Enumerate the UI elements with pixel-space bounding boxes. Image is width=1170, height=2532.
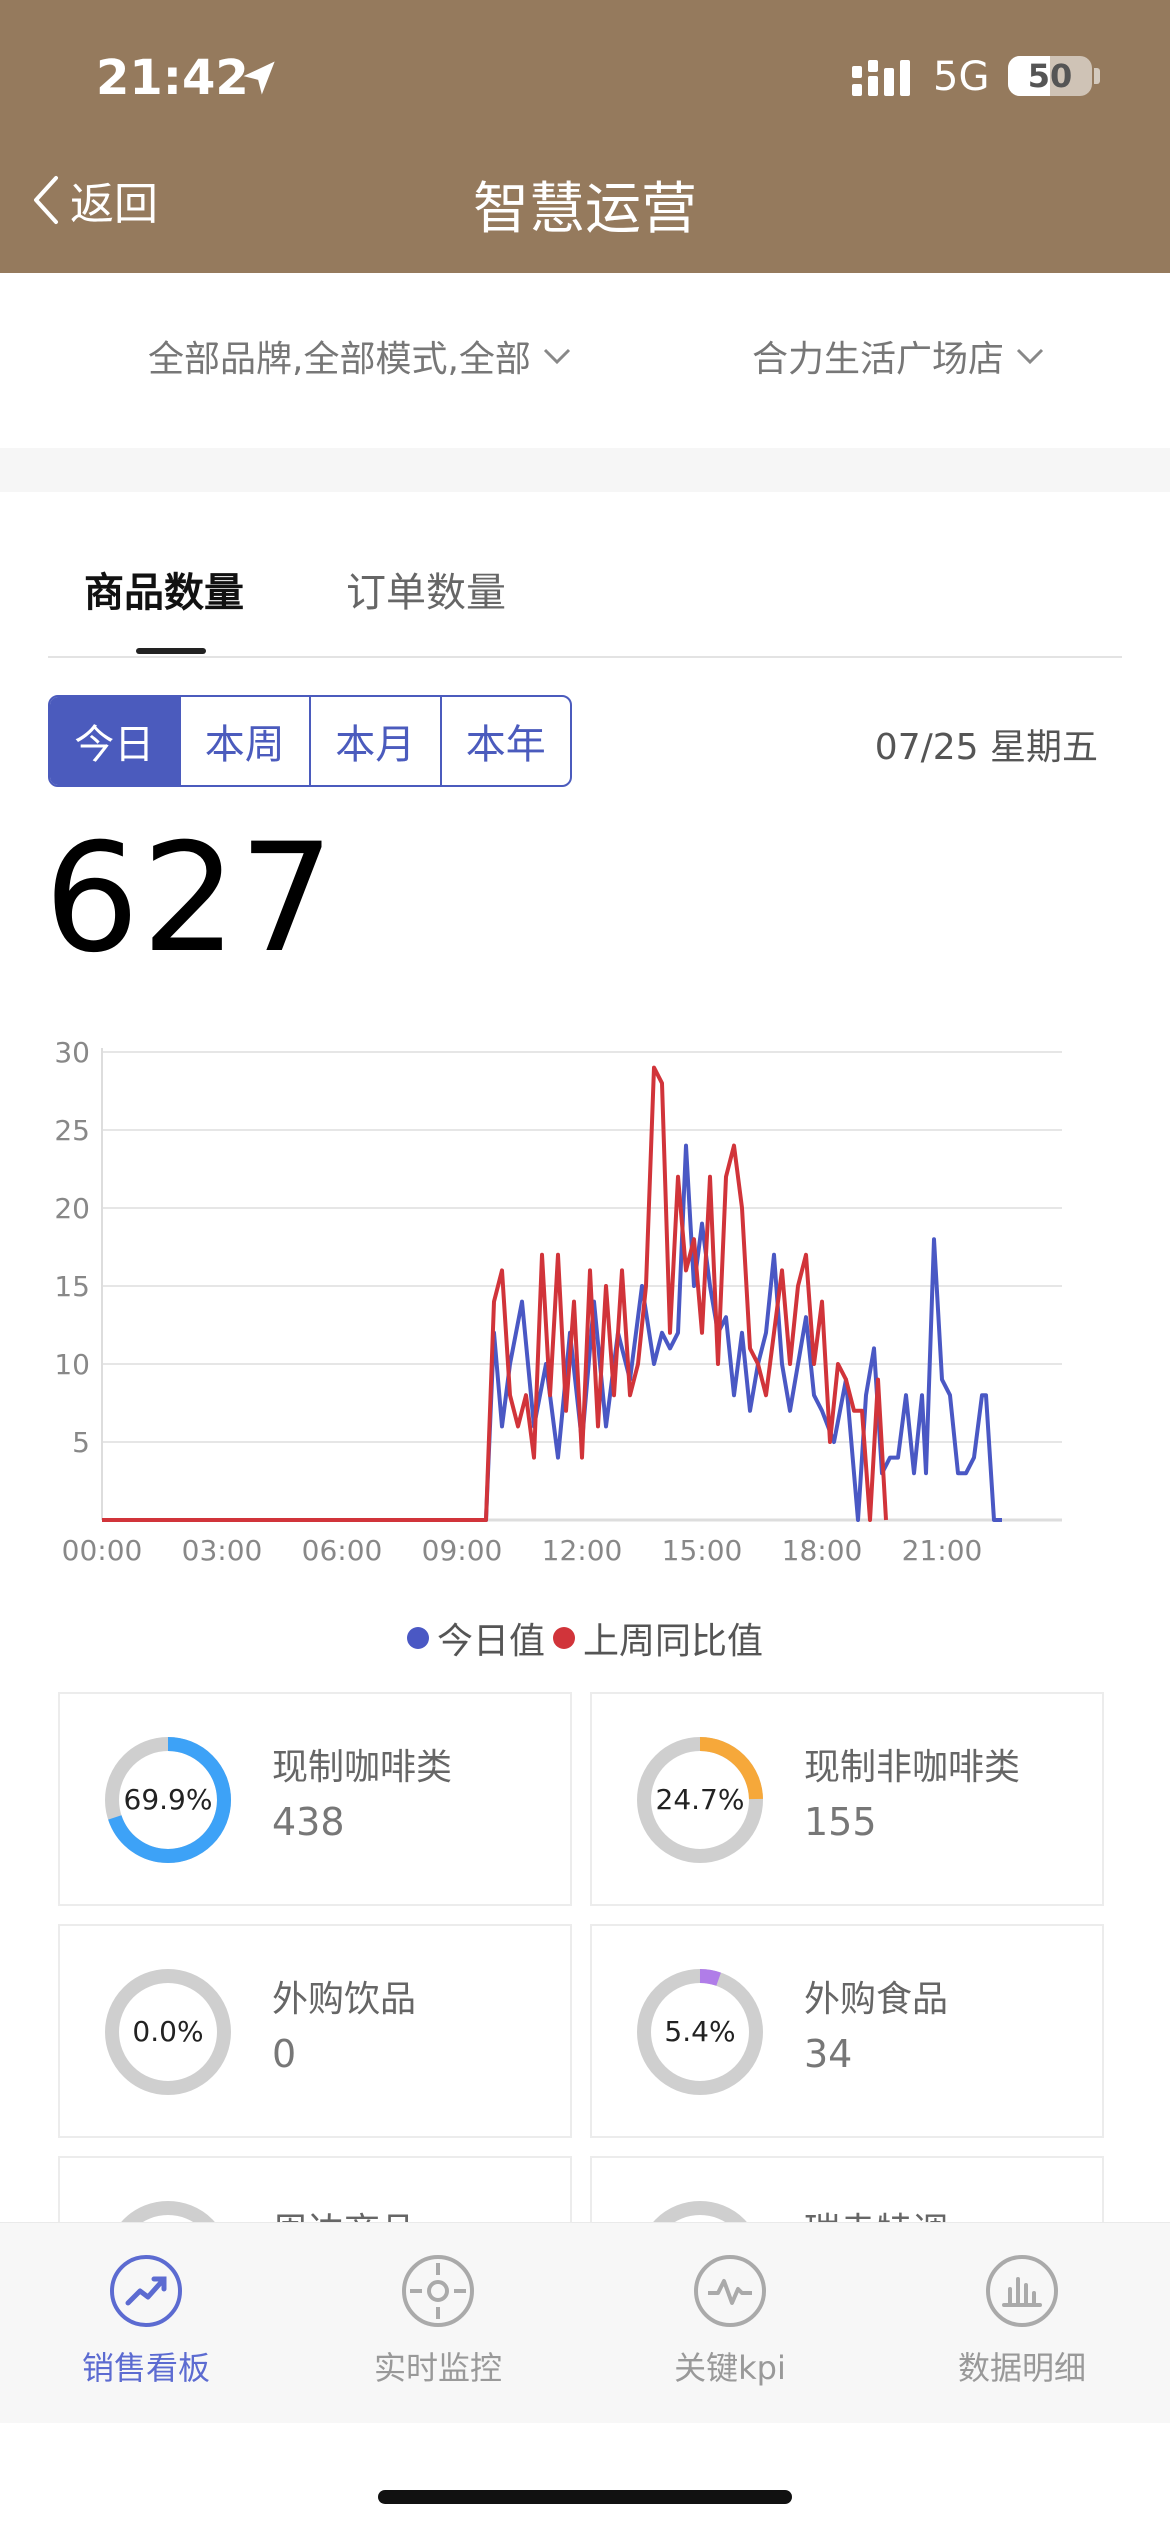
donut-ring (637, 1969, 763, 2095)
pulse-icon (694, 2255, 766, 2327)
store-label: 合力生活广场店 (752, 339, 1005, 380)
category-value: 0 (272, 2032, 297, 2076)
section-divider (0, 448, 1170, 492)
tab-baseline (48, 656, 1122, 658)
x-tick-label: 12:00 (542, 1534, 623, 1567)
back-label: 返回 (70, 179, 158, 230)
series-line-last-week (102, 1065, 888, 1522)
donut-ring (637, 1737, 763, 1863)
nav-label: 数据明细 (957, 2349, 1086, 2387)
category-value: 155 (804, 1800, 877, 1844)
x-tick-label: 03:00 (182, 1534, 263, 1567)
y-tick-label: 5 (72, 1426, 90, 1459)
category-percent: 69.9% (123, 1783, 213, 1816)
period-selector: 今日 本周 本月 本年 (48, 695, 572, 787)
store-filter[interactable]: 合力生活广场店 (752, 330, 1046, 382)
donut-ring (105, 1737, 231, 1863)
x-tick-label: 06:00 (302, 1534, 383, 1567)
category-name: 现制非咖啡类 (804, 1747, 1021, 1788)
period-year[interactable]: 本年 (439, 697, 571, 785)
battery-level: 50 (1027, 57, 1073, 95)
tab-product-count[interactable]: 商品数量 (84, 570, 244, 616)
brand-mode-filter[interactable]: 全部品牌,全部模式,全部 (148, 330, 573, 382)
category-card[interactable]: 69.9% 现制咖啡类 438 (58, 1692, 572, 1906)
category-value: 34 (804, 2032, 853, 2076)
nav-label: 实时监控 (373, 2349, 502, 2387)
category-name: 外购食品 (804, 1979, 949, 2020)
period-month[interactable]: 本月 (309, 697, 440, 785)
y-tick-label: 20 (54, 1192, 90, 1225)
category-name: 外购饮品 (272, 1979, 417, 2020)
y-tick-label: 10 (54, 1348, 90, 1381)
header-bar: 21:42 5G 50 返回 智慧运营 (0, 0, 1170, 273)
category-card[interactable]: 5.4% 外购食品 34 (590, 1924, 1104, 2138)
trend-icon (110, 2255, 182, 2327)
nav-key-kpi[interactable]: 关键kpi (620, 2253, 840, 2389)
bottom-navigation: 销售看板 实时监控 关键kpi 数据明细 (0, 2222, 1170, 2423)
donut-fill (105, 1737, 231, 1863)
back-button[interactable]: 返回 (28, 170, 158, 230)
legend-label-last-week: 上周同比值 (583, 1621, 764, 1662)
category-card[interactable]: 0.0% 外购饮品 0 (58, 1924, 572, 2138)
legend-last-week: 上周同比值 (553, 1612, 763, 1664)
chevron-down-icon (1016, 348, 1044, 365)
legend-today: 今日值 (406, 1612, 545, 1664)
chevron-left-icon (34, 176, 58, 224)
legend-dot-today (406, 1627, 429, 1649)
x-tick-label: 21:00 (902, 1534, 983, 1567)
period-today[interactable]: 今日 (50, 697, 179, 785)
category-value: 438 (272, 1800, 345, 1844)
period-week[interactable]: 本周 (178, 697, 310, 785)
line-chart: 30 25 20 15 10 5 00:00 03:00 06:00 09:00 12:00 15:0… (54, 1036, 1062, 1567)
nav-label: 关键kpi (674, 2349, 786, 2387)
x-tick-label: 00:00 (62, 1534, 143, 1567)
x-tick-label: 15:00 (662, 1534, 743, 1567)
tab-order-count[interactable]: 订单数量 (346, 570, 506, 616)
nav-realtime-monitor[interactable]: 实时监控 (328, 2253, 548, 2389)
category-percent: 24.7% (655, 1783, 745, 1816)
y-tick-label: 25 (54, 1114, 90, 1147)
signal-icon (852, 60, 910, 96)
y-tick-label: 30 (54, 1036, 90, 1069)
status-time: 21:42 (96, 50, 249, 106)
nav-sales-dashboard[interactable]: 销售看板 (36, 2253, 256, 2389)
page-title: 智慧运营 (473, 177, 697, 242)
donut-track (105, 1969, 231, 2095)
tab-indicator (136, 648, 206, 654)
legend-dot-last-week (553, 1627, 575, 1649)
bar-chart-icon (986, 2255, 1058, 2327)
category-percent: 5.4% (664, 2015, 736, 2048)
home-indicator (378, 2490, 792, 2504)
category-percent: 0.0% (132, 2015, 204, 2048)
donut-fill (637, 1969, 763, 2095)
nav-data-detail[interactable]: 数据明细 (912, 2253, 1132, 2389)
brand-mode-label: 全部品牌,全部模式,全部 (148, 339, 531, 380)
legend-label-today: 今日值 (436, 1621, 545, 1662)
x-tick-label: 18:00 (782, 1534, 863, 1567)
total-count: 627 (44, 812, 337, 986)
donut-ring (105, 1969, 231, 2095)
y-tick-label: 15 (54, 1270, 90, 1303)
nav-label: 销售看板 (81, 2349, 210, 2387)
x-tick-label: 09:00 (422, 1534, 503, 1567)
target-icon (402, 2255, 474, 2327)
category-card[interactable]: 24.7% 现制非咖啡类 155 (590, 1692, 1104, 1906)
battery-icon: 50 (1008, 56, 1092, 96)
current-date: 07/25 星期五 (874, 727, 1098, 768)
chevron-down-icon (543, 348, 570, 365)
category-name: 现制咖啡类 (272, 1747, 453, 1788)
donut-fill (637, 1737, 763, 1863)
chart-legend: 今日值 上周同比值 (0, 1612, 1170, 1664)
battery-cap (1094, 68, 1100, 84)
network-type: 5G (933, 54, 990, 100)
location-arrow-icon (243, 61, 275, 95)
